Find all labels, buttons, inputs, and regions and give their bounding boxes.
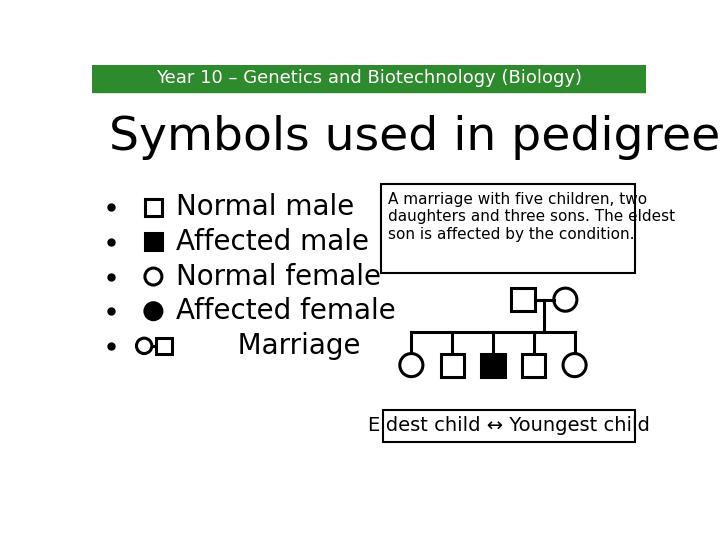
Text: Affected male: Affected male [176, 228, 369, 256]
Text: Symbols used in pedigree charts: Symbols used in pedigree charts [109, 116, 720, 160]
Circle shape [554, 288, 577, 311]
Circle shape [563, 354, 586, 377]
Bar [156, 338, 172, 354]
Circle shape [145, 303, 162, 320]
Bar [522, 354, 545, 377]
Circle shape [137, 338, 152, 354]
Bar [92, 65, 647, 92]
Text: Affected female: Affected female [176, 297, 395, 325]
Text: Normal female: Normal female [176, 262, 381, 291]
Bar [482, 354, 505, 377]
Text: Year 10 – Genetics and Biotechnology (Biology): Year 10 – Genetics and Biotechnology (Bi… [156, 69, 582, 87]
Bar [441, 354, 464, 377]
Text: A marriage with five children, two
daughters and three sons. The eldest
son is a: A marriage with five children, two daugh… [388, 192, 675, 242]
Bar [383, 410, 636, 442]
Bar [381, 184, 634, 273]
Text: Eldest child ↔ Youngest child: Eldest child ↔ Youngest child [368, 416, 650, 435]
Bar [145, 199, 162, 215]
Bar [511, 288, 534, 311]
Text: Marriage: Marriage [211, 332, 361, 360]
Circle shape [145, 268, 162, 285]
Circle shape [400, 354, 423, 377]
Bar [145, 233, 162, 251]
Text: Normal male: Normal male [176, 193, 354, 221]
